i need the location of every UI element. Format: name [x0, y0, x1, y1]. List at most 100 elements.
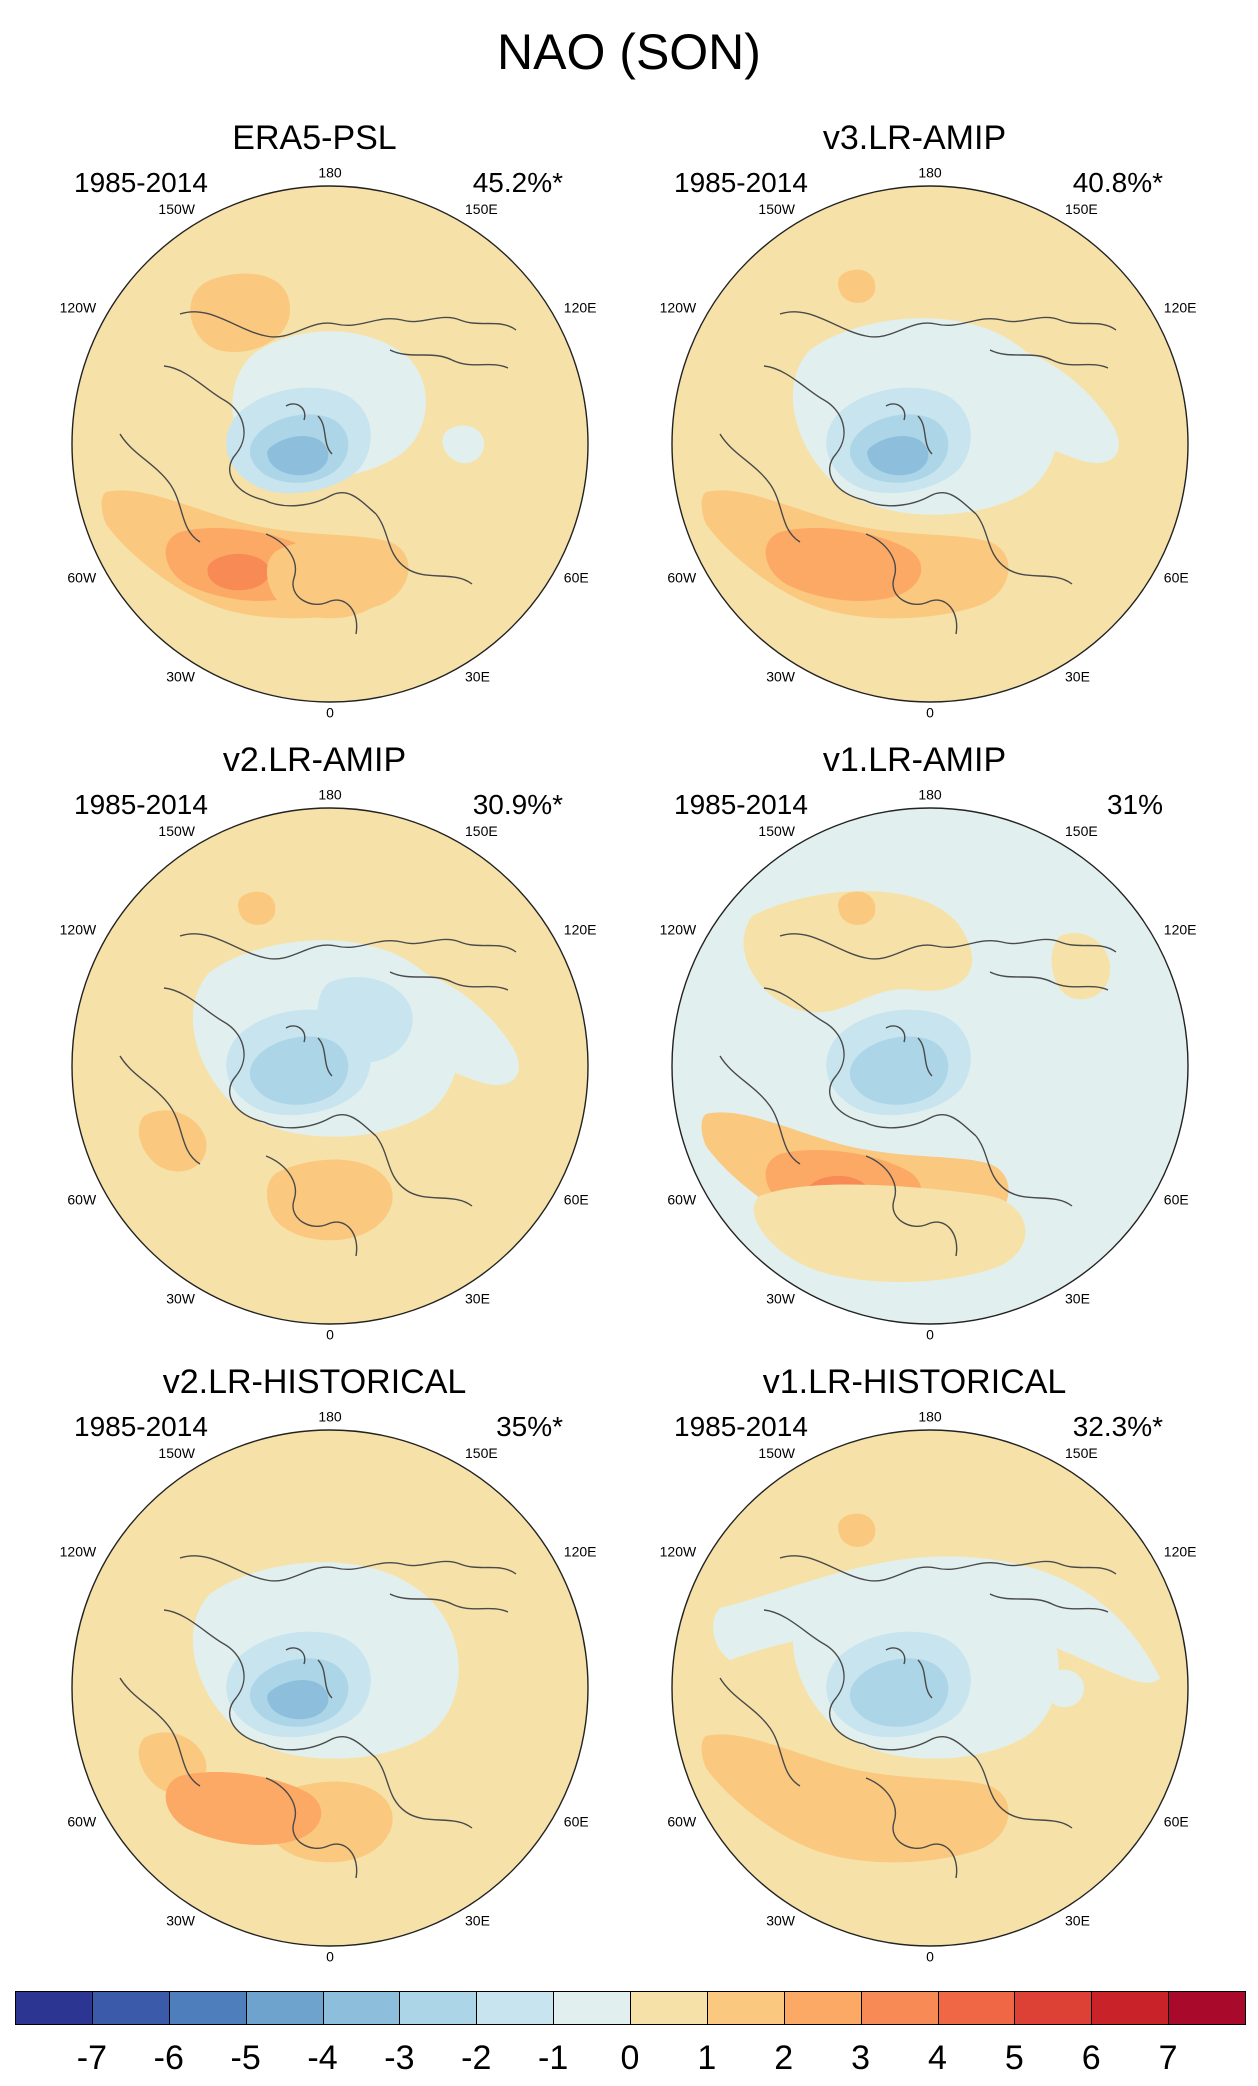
longitude-label: 150E: [465, 1445, 498, 1461]
longitude-label: 30E: [1065, 1913, 1090, 1929]
map-panel-v3-lr-amip: v3.LR-AMIP 1985-2014 40.8%* 180 150E 120E 9…: [600, 118, 1229, 738]
contour-low-small-east: [442, 425, 484, 464]
longitude-label: 180: [318, 787, 342, 803]
colorbar-swatch: [706, 1991, 785, 2025]
panel-variance: 40.8%*: [1072, 167, 1163, 198]
longitude-label: 180: [318, 165, 342, 181]
panel-period: 1985-2014: [74, 167, 208, 198]
coastline: [863, 1735, 977, 1759]
longitude-label: 120E: [564, 922, 597, 938]
coastline: [285, 403, 306, 421]
longitude-label: 150W: [758, 823, 795, 839]
coastline: [779, 311, 1003, 338]
panel-variance: 45.2%*: [472, 167, 563, 198]
coastline: [989, 971, 1109, 991]
coastline: [865, 533, 958, 635]
colorbar-tick-label: 0: [620, 2039, 640, 2077]
coastline: [317, 415, 333, 455]
coastline: [917, 1037, 933, 1077]
contour-high-small-pacific: [838, 269, 876, 303]
coastline: [885, 1025, 906, 1043]
longitude-label: 90W: [660, 1679, 661, 1695]
colorbar-tick-label: 6: [1081, 2039, 1101, 2077]
coastline: [119, 1677, 201, 1787]
longitude-label: 120E: [1164, 1544, 1197, 1560]
colorbar-swatch: [322, 1991, 401, 2025]
colorbar: [15, 1991, 1246, 2027]
coastline: [863, 491, 977, 515]
contour-high-small-pacific: [838, 891, 876, 925]
longitude-label: 180: [918, 787, 942, 803]
panel-title: v1.LR-HISTORICAL: [762, 1363, 1067, 1401]
longitude-label: 180: [918, 1409, 942, 1425]
colorbar-swatch: [1091, 1991, 1170, 2025]
coastline: [265, 1777, 358, 1879]
colorbar-tick-label: 7: [1158, 2039, 1178, 2077]
colorbar-tick-label: 3: [851, 2039, 871, 2077]
colorbar-tick-label: -3: [384, 2039, 415, 2077]
contour-low-deep: [267, 435, 329, 476]
colorbar-swatch: [399, 1991, 478, 2025]
map-rim: [671, 807, 1189, 1325]
coastline: [265, 1155, 358, 1257]
coastline: [265, 533, 358, 635]
coastline: [317, 1659, 333, 1699]
coastline: [401, 938, 517, 953]
longitude-label: 150E: [465, 201, 498, 217]
coastline: [263, 1113, 377, 1137]
longitude-label: 60W: [667, 1814, 697, 1830]
coastline: [401, 316, 517, 331]
coastline: [401, 1560, 517, 1575]
panel-period: 1985-2014: [674, 1411, 808, 1442]
contour-high-south-ring: [753, 1184, 1026, 1283]
contour-low-small-east: [1042, 1669, 1084, 1708]
polar-map: 180150E120E90E60E30E030W60W90W120W150W: [660, 1409, 1197, 1965]
polar-map: 180150E120E90E60E30E030W60W90W120W150W: [60, 1409, 597, 1965]
longitude-label: 150W: [758, 1445, 795, 1461]
colorbar-tick-label: -2: [461, 2039, 492, 2077]
coastline: [917, 1659, 933, 1699]
panel-period: 1985-2014: [74, 789, 208, 820]
coastline: [865, 1155, 958, 1257]
contour-high-atlantic-core: [165, 1772, 322, 1845]
map-panel-v1-lr-amip: v1.LR-AMIP 1985-2014 31% 180150E120E90E6…: [600, 740, 1229, 1360]
coastline: [885, 1647, 906, 1665]
coastline: [263, 1735, 377, 1759]
longitude-label: 120W: [660, 1544, 697, 1560]
colorbar-swatch: [1168, 1991, 1246, 2025]
longitude-label: 120W: [660, 922, 697, 938]
coastline: [317, 1037, 333, 1077]
map-rim: [71, 185, 589, 703]
longitude-label: 60W: [67, 1814, 97, 1830]
longitude-label: 30E: [1065, 669, 1090, 685]
figure-title: NAO (SON): [497, 24, 761, 80]
coastline: [989, 1593, 1109, 1613]
coastline: [119, 1055, 201, 1165]
colorbar-swatch: [937, 1991, 1016, 2025]
coastline: [163, 365, 265, 501]
coastline: [865, 1777, 958, 1879]
longitude-label: 150E: [1065, 823, 1098, 839]
contour-high-east-blob: [1051, 310, 1111, 378]
colorbar-tick-label: -1: [538, 2039, 569, 2077]
colorbar-swatch: [91, 1991, 170, 2025]
contour-high-europe: [266, 1159, 393, 1241]
panel-title: v2.LR-HISTORICAL: [162, 1363, 467, 1401]
longitude-label: 150E: [1065, 1445, 1098, 1461]
longitude-label: 30E: [1065, 1291, 1090, 1307]
longitude-label: 180: [318, 1409, 342, 1425]
contour-high-europe: [266, 537, 393, 619]
coastline: [389, 1593, 509, 1613]
longitude-label: 150W: [158, 1445, 195, 1461]
contour-high-east-blob: [1051, 932, 1111, 1000]
colorbar-tick-label: -5: [230, 2039, 261, 2077]
longitude-label: 60W: [67, 570, 97, 586]
longitude-label: 120E: [564, 300, 597, 316]
coastline: [285, 1647, 306, 1665]
longitude-label: 0: [326, 1949, 334, 1965]
longitude-label: 120E: [564, 1544, 597, 1560]
coastline: [779, 933, 1003, 960]
coastline: [917, 415, 933, 455]
colorbar-tick-label: 5: [1004, 2039, 1024, 2077]
map-panel-v2-lr-amip: v2.LR-AMIP 1985-2014 30.9%* 180 150E 120E 9…: [0, 740, 629, 1360]
